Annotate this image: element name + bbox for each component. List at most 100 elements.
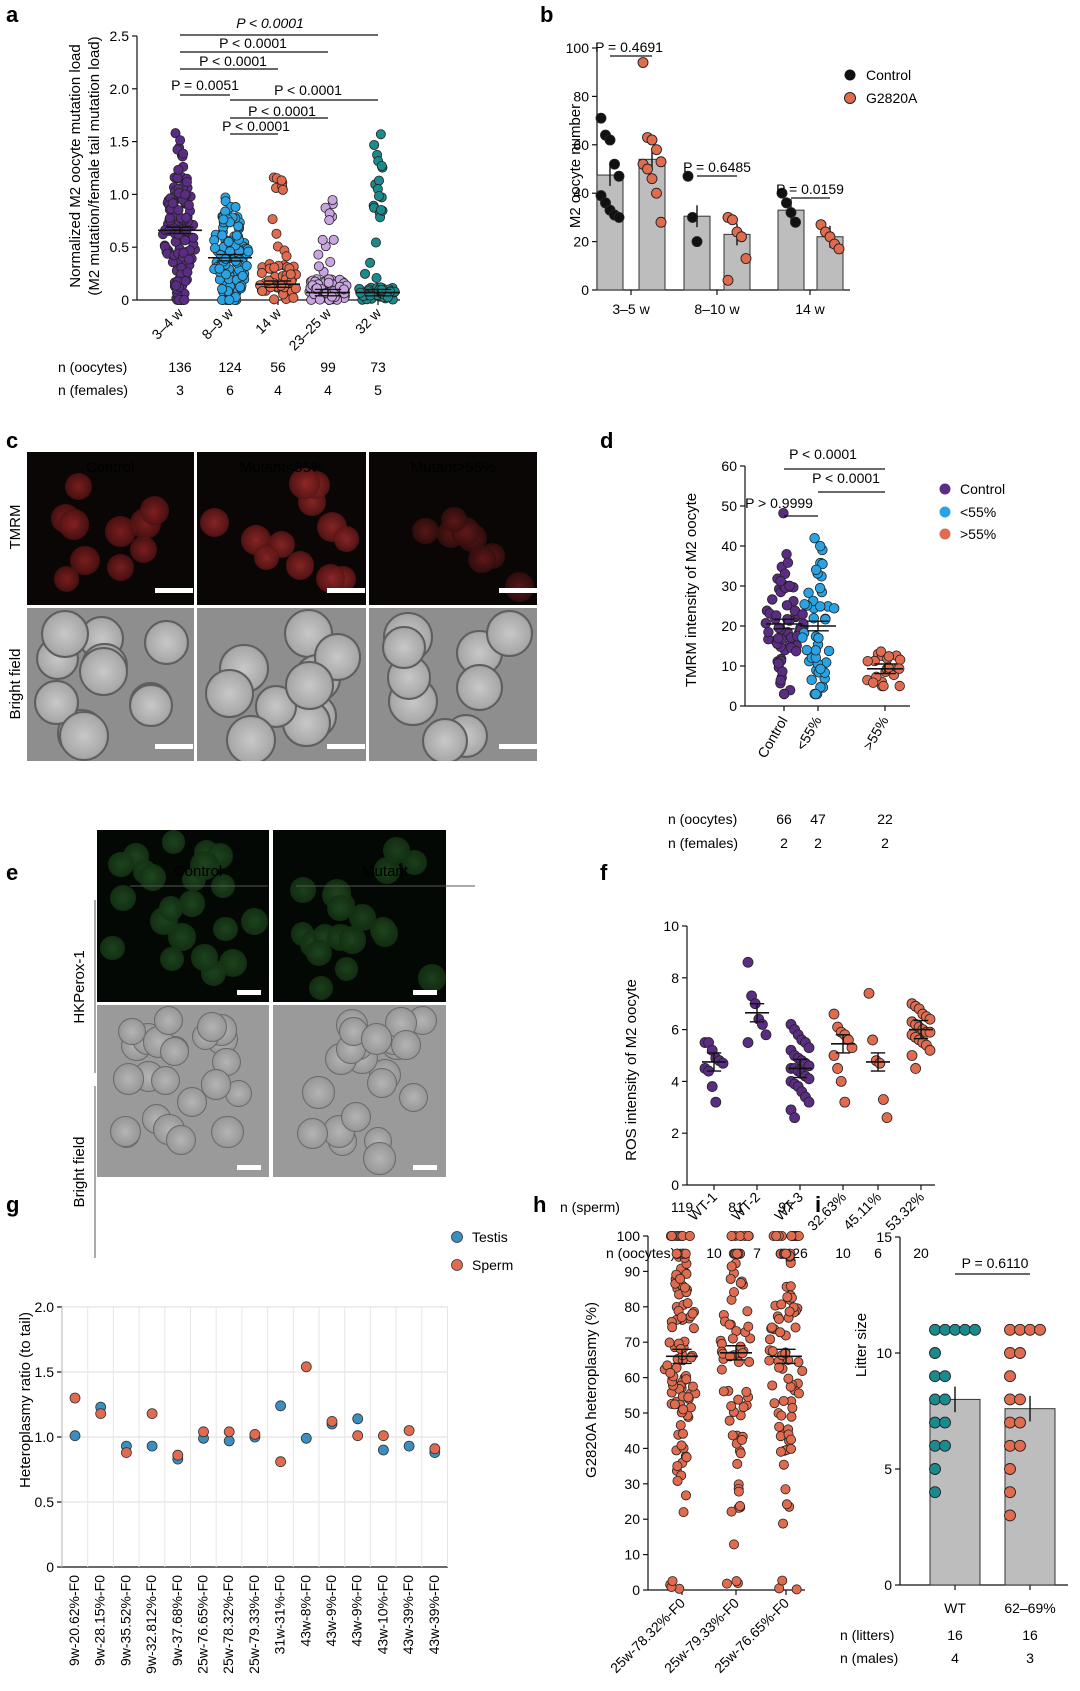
d-point — [815, 601, 826, 612]
h-point-1 — [678, 1404, 689, 1415]
panel-letter-d: d — [600, 428, 613, 453]
a-point — [180, 276, 191, 287]
f-point-5 — [863, 987, 875, 999]
h-ytick-label-3: 30 — [624, 1476, 640, 1492]
a-point — [180, 235, 191, 246]
i-point-2 — [1024, 1323, 1036, 1336]
d-point — [817, 558, 828, 570]
oocyte-cell — [140, 495, 170, 525]
f-point-2 — [757, 1019, 768, 1030]
oocyte-cell — [398, 1082, 429, 1113]
i-point-1 — [929, 1463, 941, 1475]
h-ytick-label-8: 80 — [624, 1299, 640, 1315]
d-ytick-label-1: 10 — [721, 658, 737, 674]
oocyte-cell — [366, 1067, 398, 1098]
f-point-6 — [924, 1044, 936, 1056]
a-point — [269, 262, 280, 273]
a-point — [231, 230, 242, 241]
d-point — [773, 633, 784, 644]
panel-d: TMRM intensity of M2 oocyte 0 10 20 30 40 50 6… — [668, 446, 1005, 851]
d-point — [894, 680, 905, 692]
i-ytick-label-3: 15 — [876, 1229, 892, 1245]
f-point-5 — [881, 1112, 893, 1124]
oocyte-cell — [112, 1063, 144, 1095]
f-ytick-label-4: 8 — [671, 970, 679, 986]
a-ytick-label-5: 2.5 — [110, 28, 130, 44]
oocyte-cell — [334, 526, 360, 552]
a-point — [181, 176, 192, 187]
d-point — [810, 645, 821, 656]
a-n-females-label: n (females) — [58, 382, 128, 398]
g-point-testis-12 — [352, 1413, 364, 1425]
i-point-1 — [939, 1439, 951, 1452]
a-point — [171, 280, 182, 291]
g-ytick-label-2: 1.0 — [35, 1429, 55, 1445]
b-point-control — [604, 134, 616, 146]
f-point-2 — [742, 1037, 754, 1048]
d-pval-3: P > 0.9999 — [745, 495, 813, 511]
a-point — [311, 283, 322, 294]
h-point-3 — [785, 1443, 796, 1454]
oocyte-cell — [161, 830, 186, 854]
g-point-sperm-5 — [172, 1449, 184, 1461]
f-ytick-label-1: 2 — [671, 1125, 679, 1141]
a-point — [221, 269, 232, 280]
b-point-control — [781, 197, 792, 209]
b-point-g2820a — [655, 216, 667, 228]
h-n-3: 97 — [778, 1199, 794, 1215]
a-point — [360, 268, 371, 279]
h-ytick-label-5: 50 — [624, 1405, 640, 1421]
oocyte-cell — [176, 1087, 207, 1118]
d-point — [894, 654, 906, 665]
a-point — [170, 128, 181, 139]
i-pval: P = 0.6110 — [962, 1255, 1029, 1271]
d-point — [867, 677, 879, 688]
b-point-control — [595, 112, 607, 124]
h-point-3 — [777, 1575, 788, 1586]
h-point-2 — [728, 1287, 739, 1298]
d-point — [883, 651, 895, 662]
d-ytick-label-4: 40 — [721, 538, 737, 554]
i-ylabel: Litter size — [853, 1313, 870, 1377]
a-point — [224, 294, 235, 305]
h-point-2 — [731, 1576, 742, 1587]
panel-i: Litter size 0 5 10 15 WT 62–69% P = 0.6110 n … — [840, 1229, 1068, 1666]
a-n-oocytes-label: n (oocytes) — [58, 359, 127, 375]
oocyte-cell — [360, 1023, 393, 1055]
oocyte-cell — [154, 1005, 184, 1035]
d-point — [823, 645, 835, 657]
h-point-3 — [786, 1411, 797, 1422]
a-pval-4: P = 0.0051 — [171, 77, 239, 93]
d-point — [809, 532, 820, 544]
h-point-1 — [664, 1337, 675, 1348]
h-ytick-label-2: 20 — [624, 1511, 640, 1527]
h-point-1 — [671, 1248, 682, 1259]
a-point — [327, 195, 338, 206]
c-col-mutant-gt55: Mutant>55% — [411, 459, 496, 476]
g-xtick-label-4: 9w-32.812%-F0 — [143, 1575, 159, 1674]
f-point-6 — [924, 1026, 936, 1038]
b-ylabel: M2 oocyte number — [567, 104, 584, 228]
h-point-2 — [735, 1277, 746, 1288]
d-n-oocytes-1: 66 — [776, 811, 792, 827]
d-point — [820, 614, 831, 625]
d-pval-2: P < 0.0001 — [812, 470, 880, 486]
d-xtick-label-3: >55% — [860, 714, 892, 753]
a-point — [269, 294, 280, 305]
a-pval-7: P < 0.0001 — [222, 118, 290, 134]
b-point-g2820a — [740, 253, 752, 264]
a-point — [218, 214, 229, 225]
g-xtick-label-3: 9w-35.52%-F0 — [117, 1575, 133, 1666]
a-point — [373, 191, 384, 202]
b-legend-control-swatch — [844, 69, 856, 81]
a-point — [285, 269, 296, 280]
d-n-oocytes-3: 22 — [877, 811, 893, 827]
scale-bar — [155, 744, 193, 749]
h-point-2 — [735, 1231, 746, 1242]
panel-c: Control Mutant<55% Mutant>55% TMRM Brigh… — [7, 459, 495, 719]
a-pval-6: P < 0.0001 — [248, 103, 316, 119]
h-point-3 — [767, 1380, 778, 1391]
g-xtick-label-8: 25w-79.33%-F0 — [246, 1575, 262, 1674]
d-point — [775, 575, 786, 587]
